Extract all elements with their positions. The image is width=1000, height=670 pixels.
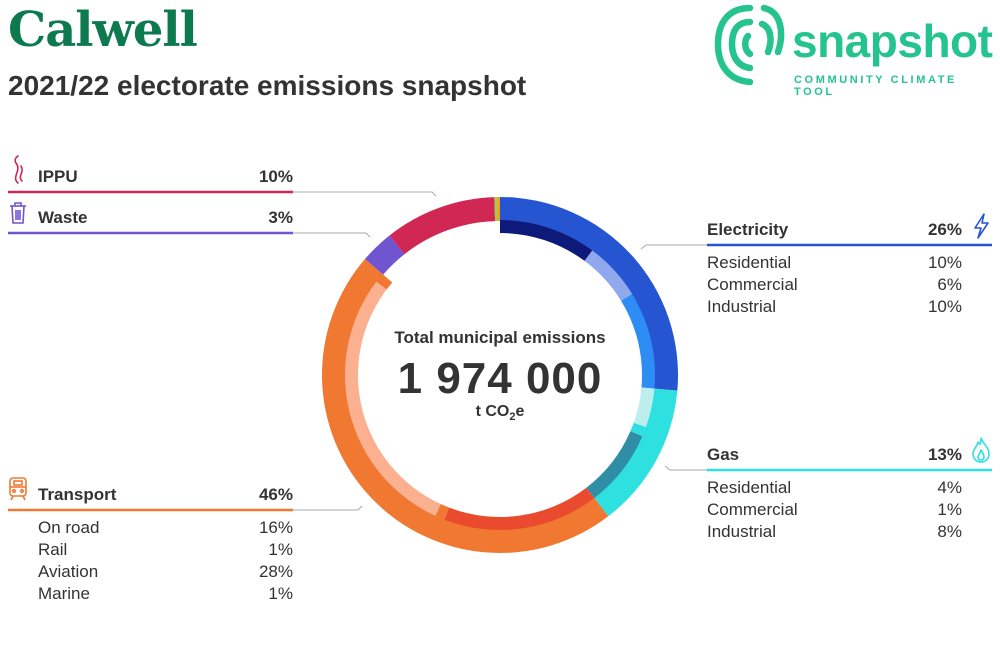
leader-line-electricity xyxy=(640,244,707,250)
donut-slice-waste xyxy=(364,235,405,275)
page-title: Calwell xyxy=(8,2,198,58)
legend-label: Electricity xyxy=(707,220,789,239)
leader-line-transport xyxy=(293,505,363,511)
snapshot-logo-mark xyxy=(714,4,785,86)
donut-slice-gas xyxy=(593,388,678,517)
legend-category-waste: Waste 3% xyxy=(38,207,293,233)
legend-subcategory-marine: Marine 1% xyxy=(38,584,293,606)
legend-subcategory-gas-commercial: Commercial 1% xyxy=(707,500,962,522)
legend-sub-label: Residential xyxy=(707,478,792,497)
donut-slice-ippu xyxy=(389,197,496,255)
legend-sub-label: Commercial xyxy=(707,275,798,294)
legend-sub-label: Aviation xyxy=(38,562,99,581)
donut-subslice-transport-rail xyxy=(435,504,450,520)
legend-sub-label: Rail xyxy=(38,540,68,559)
donut-slice-electricity xyxy=(500,197,679,391)
donut-subslice-transport-marine xyxy=(376,274,393,290)
donut-subslice-transport-on-road xyxy=(444,487,595,530)
donut-slice-minor-1 xyxy=(494,197,498,222)
total-emissions-label: Total municipal emissions xyxy=(394,328,606,347)
legend-label: Gas xyxy=(707,445,740,464)
snapshot-logo: snapshot COMMUNITY CLIMATE TOOL xyxy=(712,0,1000,98)
leader-line-ippu xyxy=(293,191,437,197)
leader-line-gas xyxy=(664,465,707,471)
legend-subcategory-aviation: Aviation 28% xyxy=(38,562,293,584)
legend-value: 26% xyxy=(927,220,962,239)
legend-label: Waste xyxy=(38,208,88,227)
donut-subslice-transport-aviation xyxy=(345,281,441,516)
total-emissions-value: 1 974 000 xyxy=(397,354,603,403)
legend-sub-value: 1% xyxy=(268,540,293,559)
lightning-icon xyxy=(974,213,989,239)
donut-subslice-gas-industrial xyxy=(586,431,643,499)
legend-sub-value: 28% xyxy=(258,562,293,581)
legend-sub-value: 1% xyxy=(937,500,962,519)
legend-sub-value: 1% xyxy=(268,584,293,603)
smoke-icon xyxy=(14,155,23,184)
legend-sub-label: On road xyxy=(38,518,100,537)
legend-sub-value: 8% xyxy=(937,522,962,541)
page-subtitle: 2021/22 electorate emissions snapshot xyxy=(8,70,527,101)
legend-sub-value: 6% xyxy=(937,275,962,294)
donut-subslice-gas-residential xyxy=(633,387,655,428)
total-emissions-unit: t CO2e xyxy=(475,403,525,424)
legend-subcategory-electricity-residential: Residential 10% xyxy=(707,253,962,275)
donut-slice-transport xyxy=(321,259,609,554)
legend-sub-label: Marine xyxy=(38,584,90,603)
logo-tagline: COMMUNITY CLIMATE TOOL xyxy=(794,74,957,98)
legend-sub-label: Industrial xyxy=(707,297,776,316)
donut-subslice-electricity-industrial xyxy=(621,293,655,389)
legend-sub-value: 4% xyxy=(937,478,962,497)
leader-line-waste xyxy=(293,232,371,238)
train-icon xyxy=(9,477,27,501)
legend-value: 3% xyxy=(268,208,293,227)
legend-subcategory-gas-industrial: Industrial 8% xyxy=(707,522,962,544)
donut-subslice-gas-commercial xyxy=(630,422,646,437)
legend-category-ippu: IPPU 10% xyxy=(38,166,293,192)
legend-value: 46% xyxy=(258,485,293,504)
legend-sub-value: 10% xyxy=(927,253,962,272)
legend-category-transport: Transport 46% xyxy=(38,484,293,510)
legend-sub-value: 16% xyxy=(258,518,293,537)
legend-category-electricity: Electricity 26% xyxy=(707,219,962,245)
legend-subcategory-electricity-industrial: Industrial 10% xyxy=(707,297,962,319)
legend-subcategory-on-road: On road 16% xyxy=(38,518,293,540)
legend-subcategory-rail: Rail 1% xyxy=(38,540,293,562)
legend-subcategory-gas-residential: Residential 4% xyxy=(707,478,962,500)
legend-label: Transport xyxy=(38,485,117,504)
legend-subcategory-electricity-commercial: Commercial 6% xyxy=(707,275,962,297)
legend-label: IPPU xyxy=(38,167,78,186)
legend-sub-value: 10% xyxy=(927,297,962,316)
legend-value: 10% xyxy=(258,167,293,186)
donut-subslice-electricity-commercial xyxy=(584,250,633,301)
trash-icon xyxy=(10,202,26,224)
flame-icon xyxy=(972,437,990,463)
donut-slice-minor-2 xyxy=(497,197,500,222)
legend-sub-label: Residential xyxy=(707,253,792,272)
legend-sub-label: Industrial xyxy=(707,522,776,541)
logo-wordmark: snapshot xyxy=(792,15,993,67)
donut-subslice-electricity-residential xyxy=(500,220,593,261)
legend-category-gas: Gas 13% xyxy=(707,444,962,470)
legend-value: 13% xyxy=(927,445,962,464)
legend-sub-label: Commercial xyxy=(707,500,798,519)
